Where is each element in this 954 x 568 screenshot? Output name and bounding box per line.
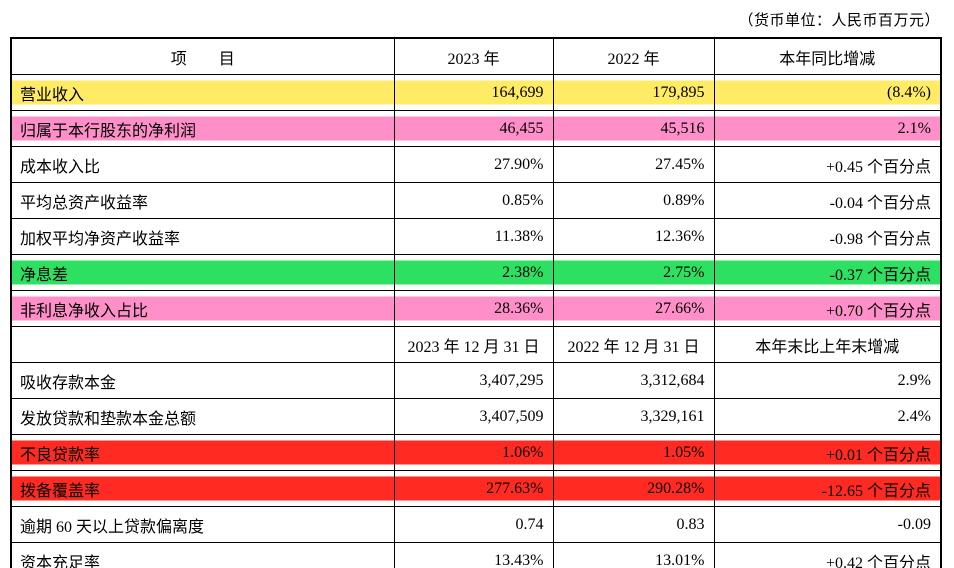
value-2022: 45,516 [552, 110, 715, 147]
table-row-deposits: 吸收存款本金 3,407,295 3,312,684 2.9% [10, 362, 942, 399]
header-2023: 2023 年 [393, 37, 554, 75]
value-change: +0.01 个百分点 [713, 434, 942, 471]
financial-highlights-table: 项 目 2023 年 2022 年 本年同比增减 营业收入 164,699 17… [10, 37, 942, 568]
value-2022: 27.45% [552, 146, 715, 183]
header-2022: 2022 年 [552, 37, 715, 75]
subheader-change: 本年末比上年末增减 [713, 326, 942, 363]
subheader-item [10, 326, 395, 363]
value-change: -0.37 个百分点 [713, 254, 942, 291]
value-2022: 27.66% [552, 290, 715, 327]
table-row-roe: 加权平均净资产收益率 11.38% 12.36% -0.98 个百分点 [10, 218, 942, 255]
row-label: 非利息净收入占比 [10, 290, 395, 327]
value-2023: 13.43% [393, 542, 554, 568]
value-change: -12.65 个百分点 [713, 470, 942, 507]
table-row-non-interest-income-ratio: 非利息净收入占比 28.36% 27.66% +0.70 个百分点 [10, 290, 942, 327]
value-2022: 13.01% [552, 542, 715, 568]
value-2022: 0.83 [552, 506, 715, 543]
row-label: 营业收入 [10, 74, 395, 111]
subheader-2022-date: 2022 年 12 月 31 日 [552, 326, 715, 363]
header-change: 本年同比增减 [713, 37, 942, 75]
table-row-net-profit: 归属于本行股东的净利润 46,455 45,516 2.1% [10, 110, 942, 147]
value-2023: 277.63% [393, 470, 554, 507]
table-row-net-interest-margin: 净息差 2.38% 2.75% -0.37 个百分点 [10, 254, 942, 291]
value-2022: 3,329,161 [552, 398, 715, 435]
value-2023: 28.36% [393, 290, 554, 327]
value-change: -0.98 个百分点 [713, 218, 942, 255]
table-row-operating-income: 营业收入 164,699 179,895 (8.4%) [10, 74, 942, 111]
value-change: 2.4% [713, 398, 942, 435]
table-row-overdue-deviation: 逾期 60 天以上贷款偏离度 0.74 0.83 -0.09 [10, 506, 942, 543]
value-2023: 1.06% [393, 434, 554, 471]
value-2023: 46,455 [393, 110, 554, 147]
row-label: 归属于本行股东的净利润 [10, 110, 395, 147]
value-change: 2.1% [713, 110, 942, 147]
value-2023: 3,407,295 [393, 362, 554, 399]
value-change: +0.42 个百分点 [713, 542, 942, 568]
value-change: 2.9% [713, 362, 942, 399]
value-change: -0.09 [713, 506, 942, 543]
row-label: 资本充足率 [10, 542, 395, 568]
table-row-loans: 发放贷款和垫款本金总额 3,407,509 3,329,161 2.4% [10, 398, 942, 435]
subheader-2023-date: 2023 年 12 月 31 日 [393, 326, 554, 363]
row-label: 吸收存款本金 [10, 362, 395, 399]
value-2022: 0.89% [552, 182, 715, 219]
row-label: 逾期 60 天以上贷款偏离度 [10, 506, 395, 543]
row-label: 平均总资产收益率 [10, 182, 395, 219]
value-change: +0.70 个百分点 [713, 290, 942, 327]
value-2023: 0.85% [393, 182, 554, 219]
table-row-cost-income-ratio: 成本收入比 27.90% 27.45% +0.45 个百分点 [10, 146, 942, 183]
table-row-capital-adequacy: 资本充足率 13.43% 13.01% +0.42 个百分点 [10, 542, 942, 568]
value-2023: 2.38% [393, 254, 554, 291]
value-2022: 3,312,684 [552, 362, 715, 399]
value-2022: 2.75% [552, 254, 715, 291]
header-item: 项 目 [10, 37, 395, 75]
value-2023: 164,699 [393, 74, 554, 111]
value-2022: 290.28% [552, 470, 715, 507]
value-2022: 12.36% [552, 218, 715, 255]
value-2023: 0.74 [393, 506, 554, 543]
value-change: +0.45 个百分点 [713, 146, 942, 183]
table-row-provision-coverage: 拨备覆盖率 277.63% 290.28% -12.65 个百分点 [10, 470, 942, 507]
row-label: 加权平均净资产收益率 [10, 218, 395, 255]
value-2022: 1.05% [552, 434, 715, 471]
table-subheader-row: 2023 年 12 月 31 日 2022 年 12 月 31 日 本年末比上年… [10, 326, 942, 363]
row-label: 成本收入比 [10, 146, 395, 183]
value-2023: 27.90% [393, 146, 554, 183]
table-row-npl-ratio: 不良贷款率 1.06% 1.05% +0.01 个百分点 [10, 434, 942, 471]
table-row-roa: 平均总资产收益率 0.85% 0.89% -0.04 个百分点 [10, 182, 942, 219]
row-label: 净息差 [10, 254, 395, 291]
value-2023: 3,407,509 [393, 398, 554, 435]
row-label: 发放贷款和垫款本金总额 [10, 398, 395, 435]
value-2023: 11.38% [393, 218, 554, 255]
row-label: 不良贷款率 [10, 434, 395, 471]
value-change: (8.4%) [713, 74, 942, 111]
currency-unit-note: （货币单位：人民币百万元） [738, 13, 940, 29]
row-label: 拨备覆盖率 [10, 470, 395, 507]
value-change: -0.04 个百分点 [713, 182, 942, 219]
table-header-row: 项 目 2023 年 2022 年 本年同比增减 [10, 37, 942, 75]
value-2022: 179,895 [552, 74, 715, 111]
